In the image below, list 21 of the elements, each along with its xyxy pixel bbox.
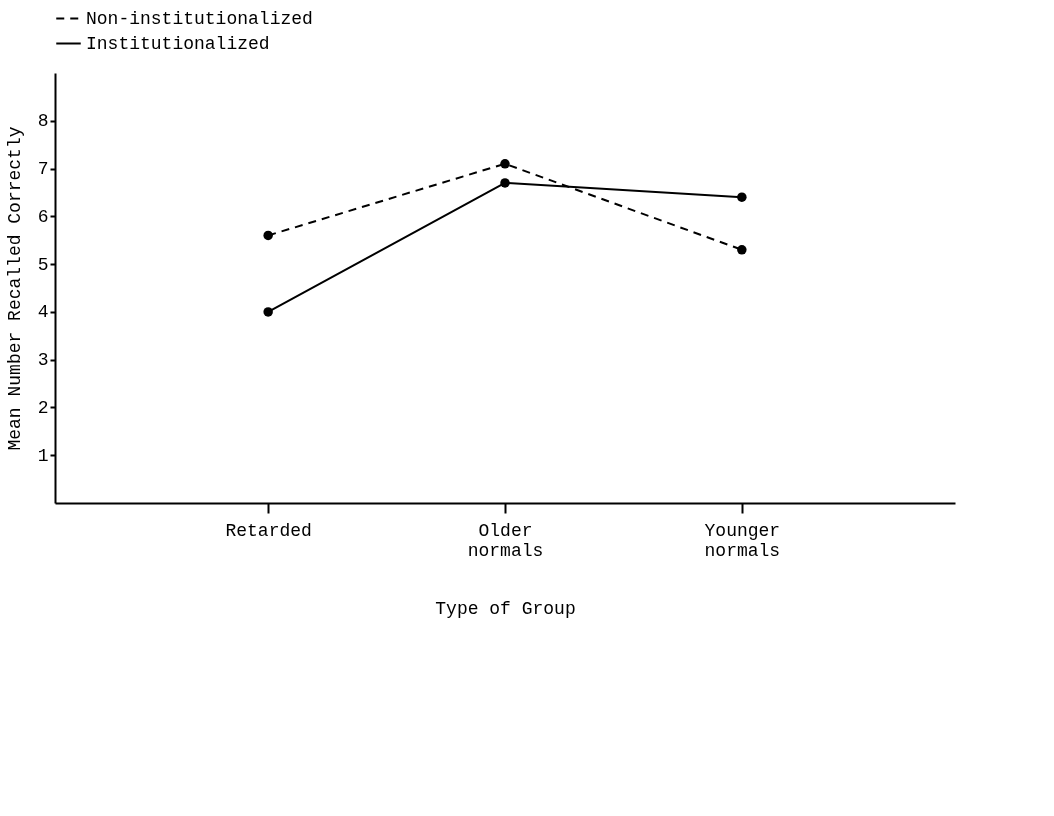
x-axis-title: Type of Group [435, 598, 576, 619]
point [500, 178, 510, 188]
x-tick-label: Retarded [225, 520, 312, 541]
x-tick-label: Younger normals [704, 520, 781, 561]
y-tick-label: 2 [37, 397, 49, 418]
legend-label: Non-institutionalized [86, 8, 313, 29]
y-tick-label: 4 [37, 302, 49, 323]
y-tick-label: 7 [37, 159, 49, 180]
y-tick-label: 8 [37, 111, 49, 132]
y-tick-label: 6 [37, 206, 49, 227]
point [263, 307, 273, 317]
point [737, 192, 747, 202]
y-tick-label: 1 [37, 445, 49, 466]
legend-label: Institutionalized [86, 33, 270, 54]
x-tick-label: Older normals [467, 520, 544, 561]
point [263, 230, 273, 241]
point [500, 159, 510, 169]
y-axis-title: Mean Number Recalled Correctly [4, 126, 25, 451]
y-tick-label: 3 [37, 350, 49, 371]
point [737, 245, 747, 255]
y-tick-label: 5 [37, 254, 49, 275]
